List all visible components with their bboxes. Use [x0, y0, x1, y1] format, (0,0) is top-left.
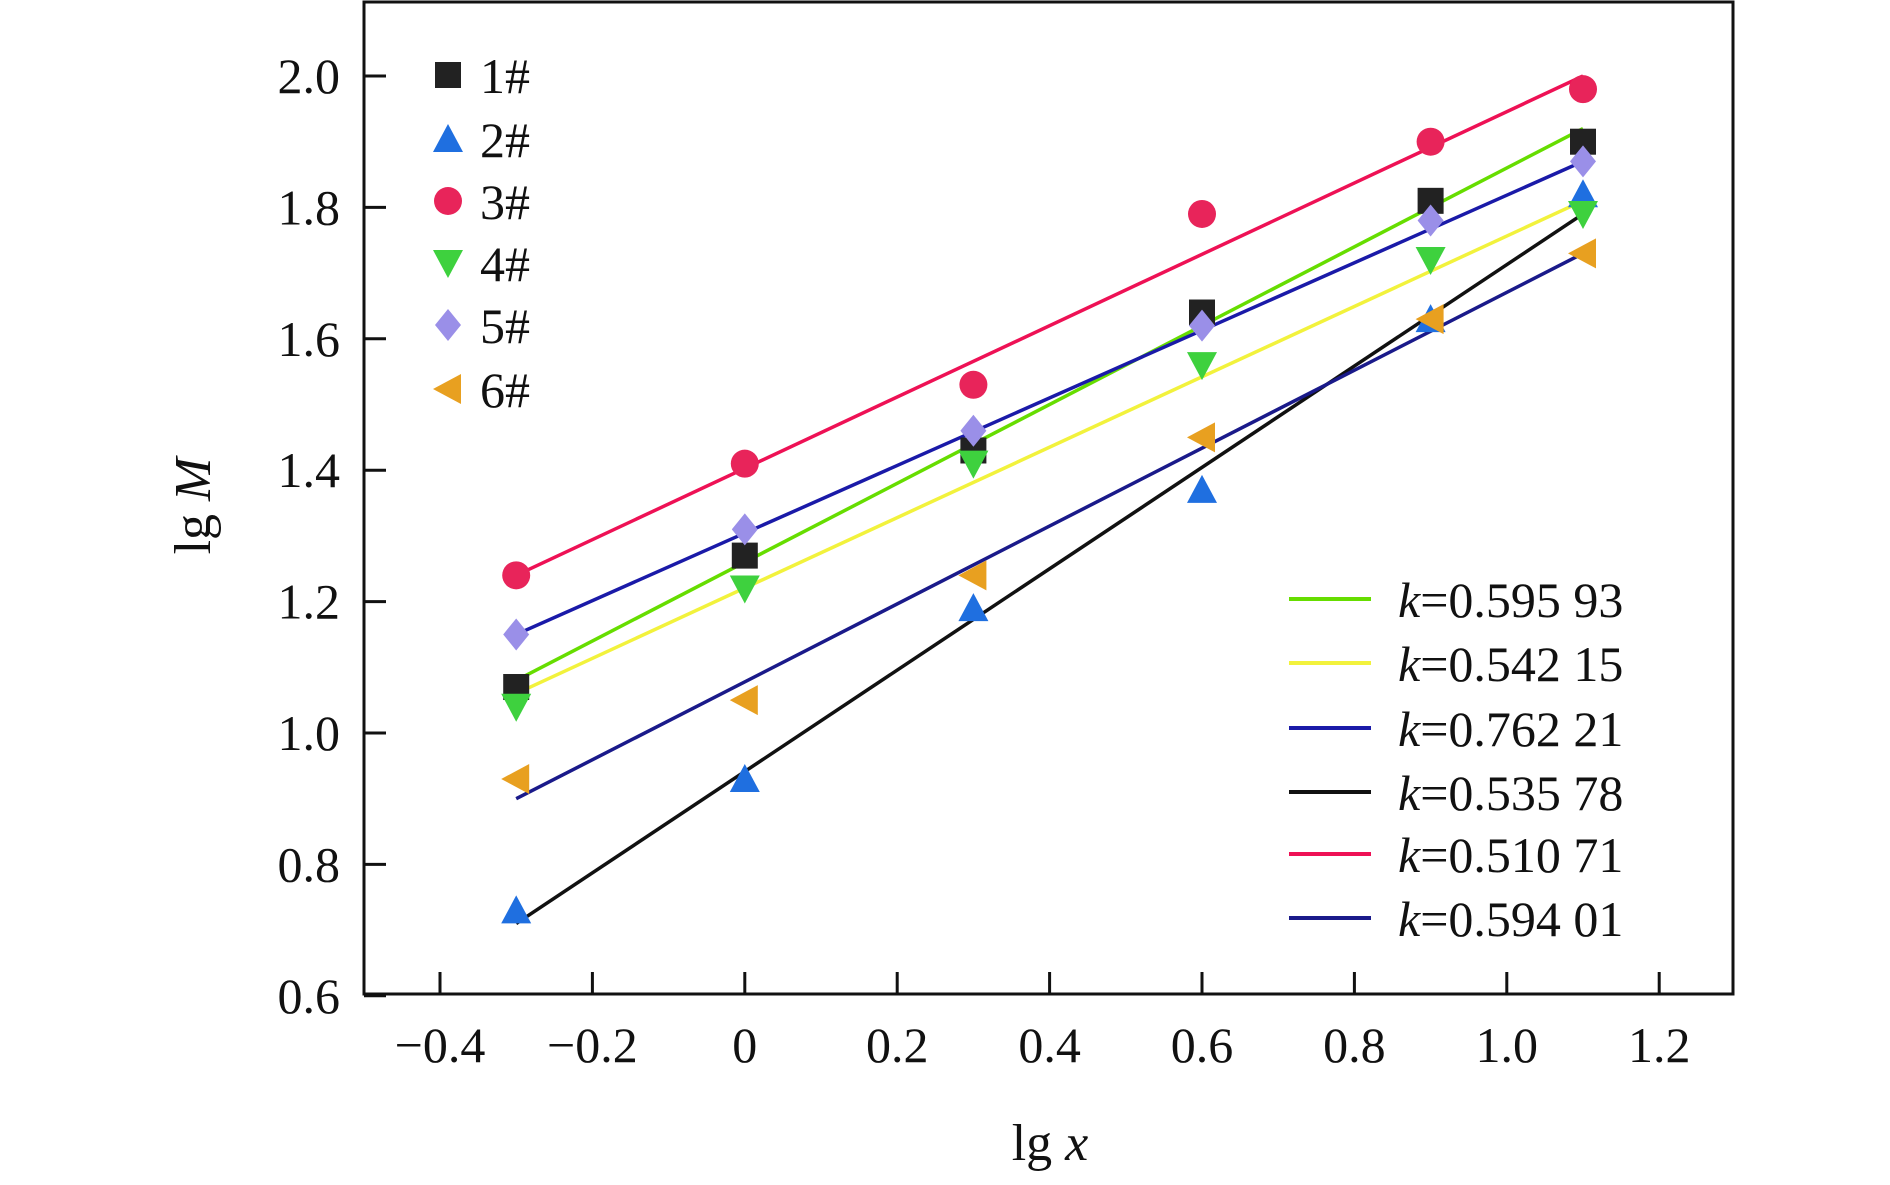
point-series-5 — [503, 618, 530, 651]
legend-label: 1# — [480, 48, 530, 104]
x-tick-label: 0 — [732, 1017, 757, 1073]
legend-label: 5# — [480, 298, 530, 354]
y-tick-label: 1.6 — [278, 311, 341, 367]
point-series-2 — [1187, 474, 1217, 503]
point-series-3 — [1188, 199, 1216, 228]
fit-line-4 — [515, 212, 1584, 925]
legend-label: 4# — [480, 236, 530, 292]
legend-fit-label: k=0.535 78 — [1398, 765, 1623, 821]
fit-line-5 — [515, 74, 1584, 577]
y-axis-label: lg M — [165, 455, 222, 554]
legend-marker-2 — [433, 124, 463, 152]
point-series-6 — [1187, 422, 1215, 453]
point-series-6 — [1568, 238, 1596, 269]
fit-line-6 — [515, 251, 1584, 801]
point-series-1 — [731, 542, 758, 569]
legend-marker-6 — [433, 374, 461, 404]
point-series-2 — [1568, 179, 1598, 208]
point-series-4 — [501, 693, 532, 722]
point-series-5 — [1417, 204, 1444, 237]
y-tick-label: 0.6 — [278, 968, 341, 1024]
point-series-3 — [502, 561, 531, 590]
legend-marker-1 — [435, 62, 461, 88]
legend-marker-5 — [435, 309, 461, 341]
x-tick-label: 0.2 — [866, 1017, 929, 1073]
legend-label: 6# — [480, 362, 530, 418]
point-series-6 — [958, 560, 987, 591]
x-tick-label: 1.0 — [1476, 1017, 1539, 1073]
legend-label: 3# — [480, 174, 530, 230]
point-series-4 — [729, 575, 760, 604]
legend-fit-label: k=0.542 15 — [1398, 636, 1623, 692]
legend-marker-3 — [434, 187, 462, 215]
legend-marker-4 — [433, 250, 463, 278]
y-tick-label: 1.4 — [278, 442, 341, 498]
legend-label: 2# — [480, 112, 530, 168]
x-tick-label: −0.4 — [395, 1017, 486, 1073]
point-series-2 — [729, 763, 760, 792]
point-series-2 — [958, 593, 989, 622]
point-series-3 — [1569, 75, 1597, 104]
x-tick-label: 0.8 — [1323, 1017, 1386, 1073]
y-tick-label: 1.8 — [278, 179, 341, 235]
legend-fit-label: k=0.595 93 — [1398, 572, 1623, 628]
point-series-3 — [959, 370, 988, 399]
point-series-4 — [1568, 200, 1598, 229]
x-tick-label: 0.6 — [1171, 1017, 1234, 1073]
y-tick-label: 1.2 — [278, 574, 341, 630]
point-series-3 — [730, 449, 759, 478]
point-series-5 — [960, 414, 987, 447]
legend-fit-label: k=0.762 21 — [1398, 701, 1623, 757]
point-series-4 — [1415, 246, 1446, 275]
legend-fit-label: k=0.594 01 — [1398, 891, 1623, 947]
point-series-3 — [1416, 127, 1445, 156]
x-tick-label: −0.2 — [547, 1017, 638, 1073]
y-tick-label: 2.0 — [278, 48, 341, 104]
point-series-5 — [1189, 309, 1215, 342]
x-tick-label: 0.4 — [1018, 1017, 1081, 1073]
point-series-4 — [958, 450, 989, 479]
fit-line-3 — [515, 159, 1584, 637]
point-series-6 — [1415, 304, 1444, 335]
point-series-2 — [501, 895, 532, 924]
point-series-4 — [1187, 352, 1217, 381]
y-tick-label: 0.8 — [278, 836, 341, 892]
x-axis-label: lg x — [1012, 1115, 1089, 1172]
point-series-6 — [501, 763, 530, 794]
x-tick-label: 1.2 — [1628, 1017, 1691, 1073]
point-series-5 — [731, 513, 758, 546]
point-series-5 — [1570, 145, 1596, 178]
fit-line-2 — [515, 199, 1584, 696]
legend-fit-label: k=0.510 71 — [1398, 827, 1623, 883]
fit-line-1 — [515, 127, 1584, 682]
point-series-6 — [729, 685, 758, 716]
y-tick-label: 1.0 — [278, 705, 341, 761]
